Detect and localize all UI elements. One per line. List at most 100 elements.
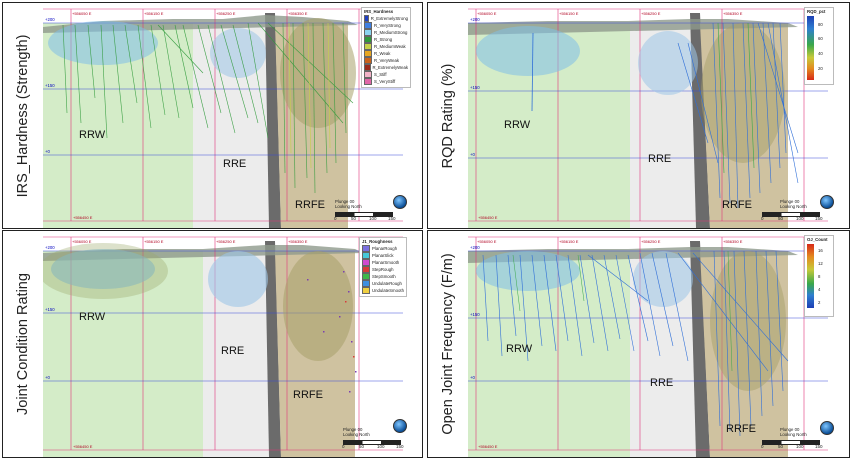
legend-item[interactable]: PlanarSlick bbox=[362, 252, 404, 260]
legend-item[interactable]: UndulateRough bbox=[362, 280, 404, 288]
colorbar-gradient bbox=[807, 16, 814, 80]
legend-item[interactable]: R_MediumStrong bbox=[364, 29, 408, 37]
easting-label: +556350 E bbox=[723, 11, 743, 16]
compass-icon[interactable] bbox=[820, 421, 834, 435]
zone-label-rre: RRE bbox=[221, 345, 245, 357]
zone-label-rrfe: RRFE bbox=[295, 199, 325, 211]
easting-label: +556250 E bbox=[641, 11, 661, 16]
legend-irs-hardness: IRS_Hardness R_ExtremelyStrong R_VeryStro… bbox=[361, 7, 411, 89]
section-svg bbox=[43, 8, 403, 228]
easting-label: +556450 E bbox=[73, 444, 93, 449]
view-orientation: Plunge 00 Looking North bbox=[780, 199, 807, 210]
scale-label: 50 bbox=[778, 216, 784, 221]
easting-label: +556350 E bbox=[723, 239, 743, 244]
colorbar-rqd: RQD_pct 80 60 40 20 bbox=[804, 7, 834, 85]
colorbar-tick: 16 bbox=[818, 248, 823, 253]
legend-item[interactable]: R_Strong bbox=[364, 36, 408, 44]
legend-label: S_Stiff bbox=[374, 71, 387, 77]
elevation-label: +0 bbox=[470, 375, 475, 380]
zone-label-rrw: RRW bbox=[79, 129, 106, 141]
section-view[interactable]: RRW RRE RRFE +556050 E +556150 E +556250… bbox=[468, 231, 841, 457]
section-svg bbox=[468, 236, 828, 457]
elevation-label: +150 bbox=[470, 312, 480, 317]
legend-label: UndulateSmooth bbox=[371, 287, 404, 293]
legend-swatch bbox=[362, 287, 370, 295]
zone-label-rrfe: RRFE bbox=[293, 389, 323, 401]
section-svg bbox=[468, 8, 828, 228]
scale-label: 0 bbox=[761, 444, 764, 449]
compass-icon[interactable] bbox=[820, 195, 834, 209]
zone-label-rre: RRE bbox=[650, 377, 674, 389]
elevation-label: +200 bbox=[45, 245, 55, 250]
scale-label: 100 bbox=[369, 216, 377, 221]
scale-label: 0 bbox=[761, 216, 764, 221]
zone-label-rre: RRE bbox=[223, 158, 247, 170]
view-orientation: Plunge 00 Looking North bbox=[335, 199, 362, 210]
legend-swatch bbox=[364, 22, 372, 30]
legend-item[interactable]: PlanarSmooth bbox=[362, 259, 404, 267]
legend-item[interactable]: R_MediumWeak bbox=[364, 43, 408, 51]
legend-swatch bbox=[364, 29, 372, 37]
colorbar-tick: 2 bbox=[818, 300, 821, 305]
legend-title: J1_Roughness bbox=[362, 239, 393, 244]
section-view[interactable]: RRW RRE RRFE +556050 E +556150 E +556250… bbox=[43, 3, 414, 228]
colorbar-tick: 60 bbox=[818, 36, 823, 41]
colorbar-gradient bbox=[807, 244, 814, 308]
legend-item[interactable]: R_VeryStrong bbox=[364, 22, 408, 30]
legend-label: R_Strong bbox=[374, 36, 393, 42]
colorbar-tick: 8 bbox=[818, 274, 821, 279]
legend-joint-roughness: J1_Roughness PlanarRough PlanarSlick Plana… bbox=[359, 237, 407, 298]
legend-item[interactable]: R_ExtremelyStrong bbox=[364, 15, 408, 23]
easting-label: +556250 E bbox=[641, 239, 661, 244]
legend-item[interactable]: StepRough bbox=[362, 266, 404, 274]
legend-item[interactable]: S_Stiff bbox=[364, 71, 408, 79]
legend-item[interactable]: R_VeryWeak bbox=[364, 57, 408, 65]
legend-label: S_VeryStiff bbox=[374, 78, 396, 84]
legend-swatch bbox=[362, 266, 370, 274]
scale-bar bbox=[343, 440, 401, 445]
compass-icon[interactable] bbox=[393, 195, 407, 209]
elevation-label: +0 bbox=[45, 149, 50, 154]
elevation-label: +200 bbox=[470, 17, 480, 22]
scale-label: 100 bbox=[377, 444, 385, 449]
scale-label: 50 bbox=[359, 444, 365, 449]
view-orientation: Plunge 00 Looking North bbox=[343, 427, 370, 438]
legend-item[interactable]: S_VeryStiff bbox=[364, 78, 408, 86]
colorbar-tick: 80 bbox=[818, 22, 823, 27]
scale-label: 50 bbox=[778, 444, 784, 449]
legend-item[interactable]: R_Weak bbox=[364, 50, 408, 58]
easting-label: +556450 E bbox=[73, 215, 93, 220]
zone-label-rrw: RRW bbox=[79, 311, 106, 323]
section-view[interactable]: RRW RRE RRFE +556050 E +556150 E +556250… bbox=[468, 3, 841, 228]
legend-label: StepSmooth bbox=[372, 273, 396, 279]
compass-icon[interactable] bbox=[393, 419, 407, 433]
scale-label: 150 bbox=[815, 216, 823, 221]
section-view[interactable]: RRW RRE RRFE +556050 E +556150 E +556250… bbox=[43, 231, 414, 457]
legend-label: PlanarRough bbox=[372, 245, 398, 251]
legend-swatch bbox=[364, 36, 372, 44]
scale-label: 150 bbox=[388, 216, 396, 221]
scale-label: 0 bbox=[342, 444, 345, 449]
scale-label: 100 bbox=[796, 444, 804, 449]
legend-item[interactable]: PlanarRough bbox=[362, 245, 404, 253]
elevation-label: +150 bbox=[45, 83, 55, 88]
scale-bar bbox=[335, 212, 393, 217]
y-axis-label: IRS_Hardness (Strength) bbox=[15, 34, 31, 197]
colorbar-oj-count: OJ_Count 16 12 8 4 2 bbox=[804, 235, 834, 317]
easting-label: +556050 E bbox=[477, 239, 497, 244]
legend-swatch bbox=[362, 245, 370, 253]
easting-label: +556050 E bbox=[72, 239, 92, 244]
legend-item[interactable]: UndulateSmooth bbox=[362, 287, 404, 295]
colorbar-tick: 12 bbox=[818, 261, 823, 266]
legend-label: R_Weak bbox=[374, 50, 391, 56]
colorbar-title: OJ_Count bbox=[807, 237, 828, 242]
panel-joint-condition: Joint Condition Rating bbox=[2, 230, 423, 458]
legend-label: StepRough bbox=[372, 266, 394, 272]
legend-item[interactable]: R_ExtremelyWeak bbox=[364, 64, 408, 72]
easting-label: +556150 E bbox=[144, 239, 164, 244]
scale-label: 50 bbox=[351, 216, 357, 221]
easting-label: +556150 E bbox=[559, 239, 579, 244]
scale-label: 150 bbox=[815, 444, 823, 449]
elevation-label: +0 bbox=[45, 375, 50, 380]
legend-item[interactable]: StepSmooth bbox=[362, 273, 404, 281]
